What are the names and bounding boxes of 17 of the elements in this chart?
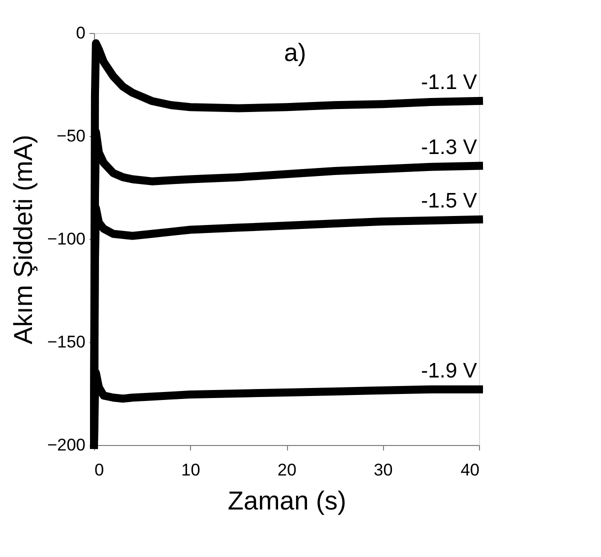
x-axis-title: Zaman (s) [228, 486, 346, 516]
series-label: -1.1 V [420, 70, 477, 94]
series-label: -1.5 V [420, 189, 477, 212]
x-tick-label: 40 [460, 460, 480, 480]
series-label: -1.3 V [420, 136, 477, 159]
series-label: -1.9 V [420, 359, 477, 382]
annotation: a) [284, 39, 306, 67]
y-tick-label: −200 [47, 436, 86, 454]
x-tick-label: 20 [278, 460, 296, 480]
x-tick-label: 0 [94, 460, 104, 480]
y-axis-title: Akım Şiddeti (mA) [8, 134, 38, 344]
y-tick-label: 0 [76, 24, 86, 42]
x-tick-label: 10 [181, 460, 200, 480]
y-tick-label: −50 [56, 126, 86, 146]
y-tick-label: −100 [47, 230, 86, 248]
x-tick-label: 30 [374, 460, 393, 480]
y-tick-label: −150 [47, 332, 86, 352]
